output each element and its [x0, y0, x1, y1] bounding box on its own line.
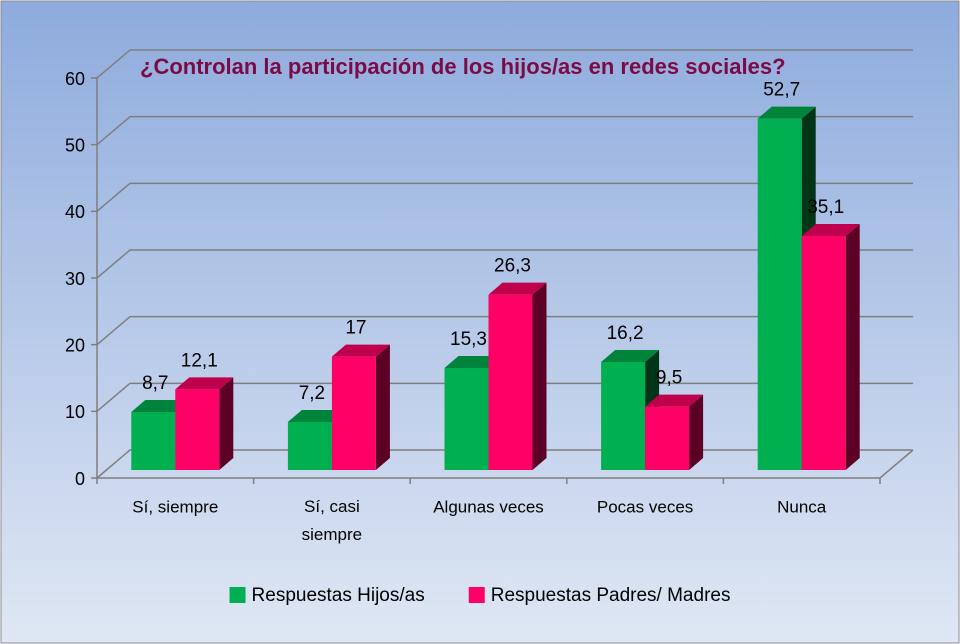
- plot-area: 0 10 20 30 40 50 60 8,7 12,1 7,2 17 15,3 26,3 16,2 9,5…: [65, 49, 914, 544]
- bar-top: [444, 356, 503, 368]
- bar-top: [131, 400, 190, 412]
- bar: [331, 356, 376, 470]
- bar-top: [488, 282, 547, 295]
- grid-line: [96, 315, 913, 346]
- chart-title: ¿Controlan la participación de los hijos…: [140, 54, 786, 79]
- bar-side: [219, 377, 234, 470]
- legend-label: Respuestas Hijos/as: [252, 585, 425, 606]
- y-tick-label: 40: [65, 202, 85, 222]
- value-label: 12,1: [181, 350, 218, 371]
- bar: [175, 389, 220, 470]
- floor-edge: [879, 449, 914, 479]
- legend: Respuestas Hijos/as Respuestas Padres/ Ma…: [229, 585, 731, 606]
- bar: [287, 422, 332, 470]
- legend-label: Respuestas Padres/ Madres: [491, 585, 731, 606]
- y-tick-label: 0: [75, 469, 85, 489]
- value-label: 15,3: [450, 329, 487, 350]
- bar-top: [287, 410, 346, 422]
- grid-line: [96, 115, 913, 146]
- grid-line: [96, 249, 913, 279]
- grid-line: [96, 182, 913, 212]
- value-label: 35,1: [807, 197, 844, 218]
- x-tick-label: Sí, casi siempre: [302, 497, 362, 544]
- y-tick-label: 10: [65, 402, 85, 422]
- bar-top: [601, 350, 660, 362]
- value-label: 9,5: [656, 368, 682, 389]
- bar-side: [689, 394, 704, 470]
- legend-swatch: [229, 587, 246, 603]
- grid-line: [96, 49, 913, 79]
- bar: [488, 294, 533, 470]
- value-label: 16,2: [607, 323, 644, 344]
- bar-top: [645, 394, 704, 407]
- value-label: 52,7: [763, 80, 800, 101]
- bar-side: [845, 224, 860, 470]
- value-label: 17: [345, 318, 366, 339]
- bar: [801, 236, 846, 470]
- bar-top: [331, 344, 390, 357]
- bar: [757, 118, 802, 471]
- bar-side: [532, 282, 547, 470]
- x-tick-label: Nunca: [777, 497, 827, 516]
- value-label: 7,2: [299, 383, 325, 404]
- bar: [601, 362, 646, 470]
- value-label: 8,7: [142, 373, 168, 394]
- y-tick-label: 60: [65, 69, 85, 89]
- bar-top: [175, 377, 234, 390]
- y-tick-label: 30: [65, 269, 85, 289]
- x-tick-label: Sí, siempre: [132, 497, 218, 516]
- bar-top: [801, 224, 860, 236]
- bar-top: [757, 106, 816, 119]
- bar: [645, 406, 690, 470]
- legend-swatch: [468, 587, 485, 603]
- x-tick-label: Algunas veces: [433, 497, 544, 516]
- bar: [131, 412, 176, 470]
- y-tick-label: 20: [65, 335, 85, 355]
- x-tick-label: Pocas veces: [597, 497, 693, 516]
- y-tick-label: 50: [65, 135, 85, 155]
- value-label: 26,3: [494, 256, 531, 277]
- bar: [444, 368, 489, 470]
- bar-side: [375, 344, 390, 470]
